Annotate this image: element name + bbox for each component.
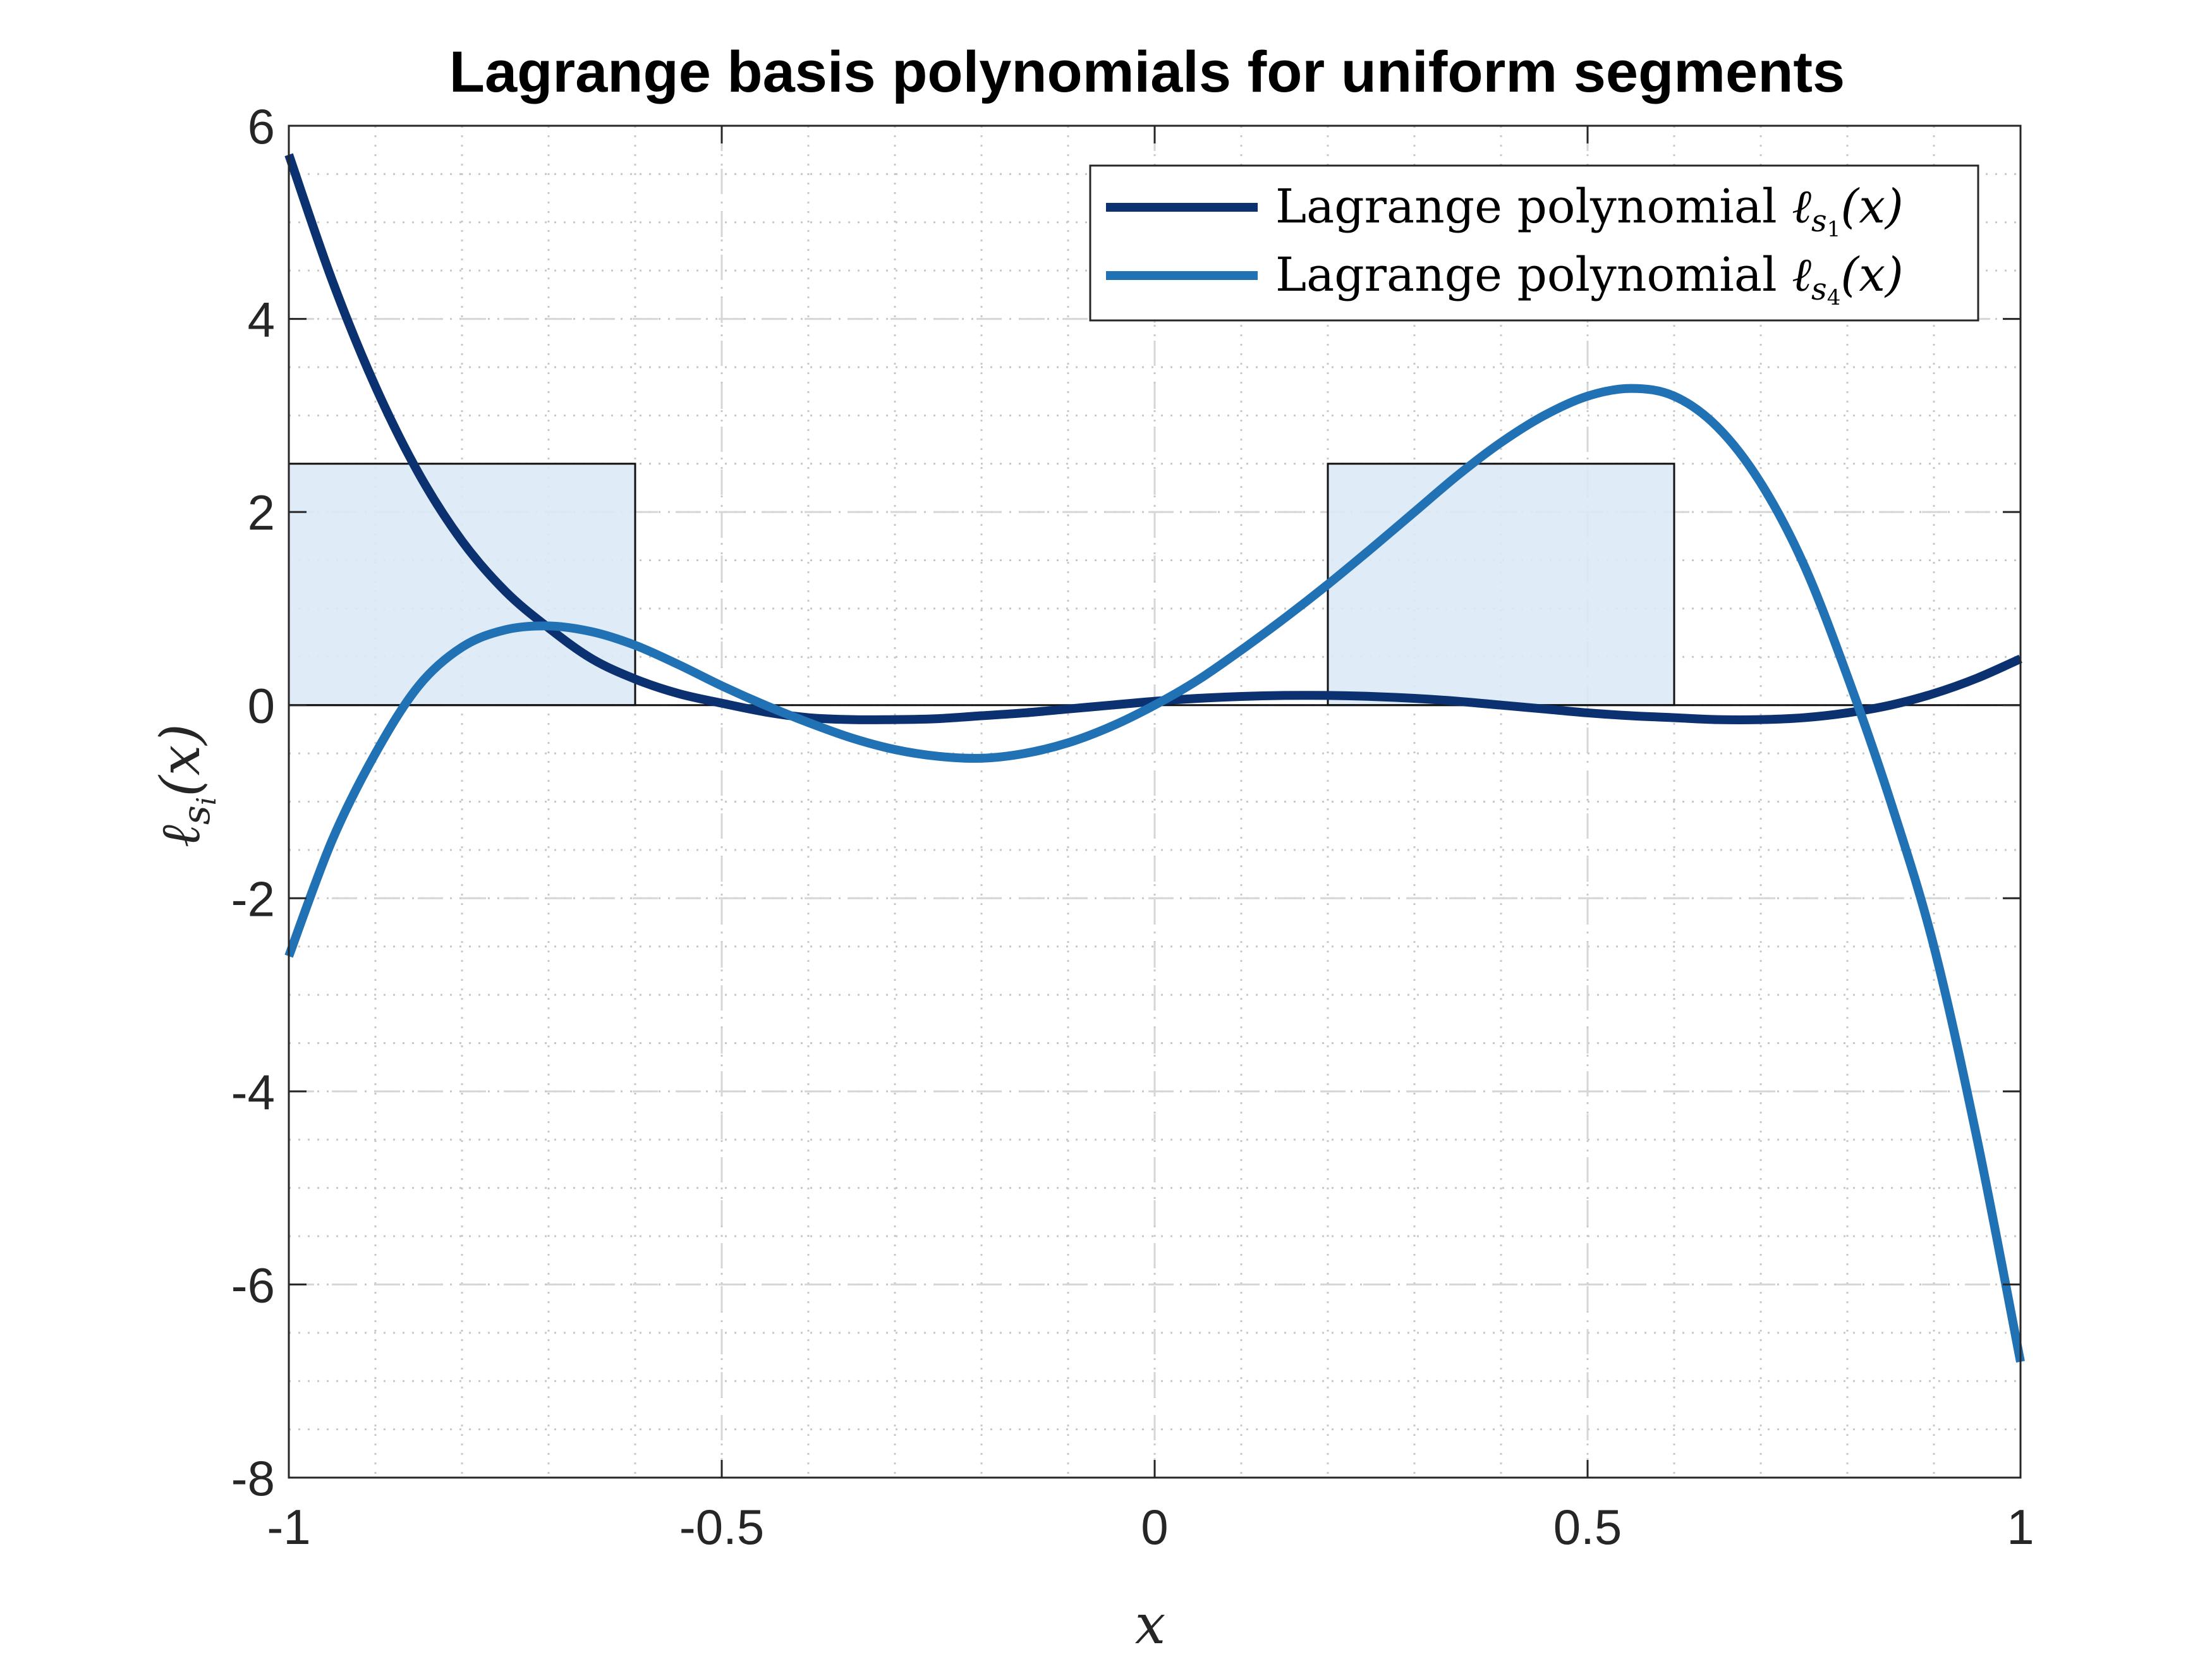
x-axis-label: x <box>1135 1593 1166 1656</box>
y-tick-label: 4 <box>248 292 275 348</box>
legend-entry-1: Lagrange polynomial ℓs1(x) <box>1275 179 1904 242</box>
segment-box-2 <box>1327 463 1675 707</box>
y-axis-label-sub: s <box>174 805 219 825</box>
x-tick-label: -0.5 <box>679 1499 764 1555</box>
y-tick-label: -6 <box>231 1257 275 1313</box>
y-tick-label: -8 <box>231 1450 275 1506</box>
y-tick-label: 6 <box>248 99 275 154</box>
series-line-2 <box>284 384 2025 1363</box>
legend: Lagrange polynomial ℓs1(x) Lagrange poly… <box>1089 164 1979 322</box>
y-axis-label: ℓsi(x) <box>149 724 222 848</box>
segment-box-1 <box>288 463 636 707</box>
x-tick-label: 0.5 <box>1553 1499 1622 1555</box>
y-tick-label: -4 <box>231 1064 275 1120</box>
series-line-1 <box>284 153 2022 725</box>
y-axis-label-arg: (x) <box>149 724 212 797</box>
chart-title: Lagrange basis polynomials for uniform s… <box>449 40 1845 104</box>
svg-text:ℓsi(x): ℓsi(x) <box>149 724 222 848</box>
ticks: -1 -0.5 0 0.5 1 -8 -6 -4 -2 0 2 4 6 <box>231 99 2034 1555</box>
y-axis-label-symbol: ℓ <box>149 825 212 848</box>
segment-boxes <box>288 463 1675 707</box>
y-tick-label: -2 <box>231 871 275 927</box>
x-tick-label: -1 <box>267 1499 310 1555</box>
y-axis-label-subsub: i <box>191 797 222 805</box>
y-tick-label: 2 <box>248 485 275 540</box>
series-lines <box>284 153 2025 1363</box>
major-grid <box>288 125 2022 1479</box>
minor-grid <box>288 125 2022 1479</box>
legend-entry-2: Lagrange polynomial ℓs4(x) <box>1275 248 1904 310</box>
legend-box <box>1089 164 1979 322</box>
x-tick-label: 1 <box>2007 1499 2034 1555</box>
y-tick-label: 0 <box>248 678 275 734</box>
x-tick-label: 0 <box>1141 1499 1168 1555</box>
axes-box <box>288 125 2022 1479</box>
